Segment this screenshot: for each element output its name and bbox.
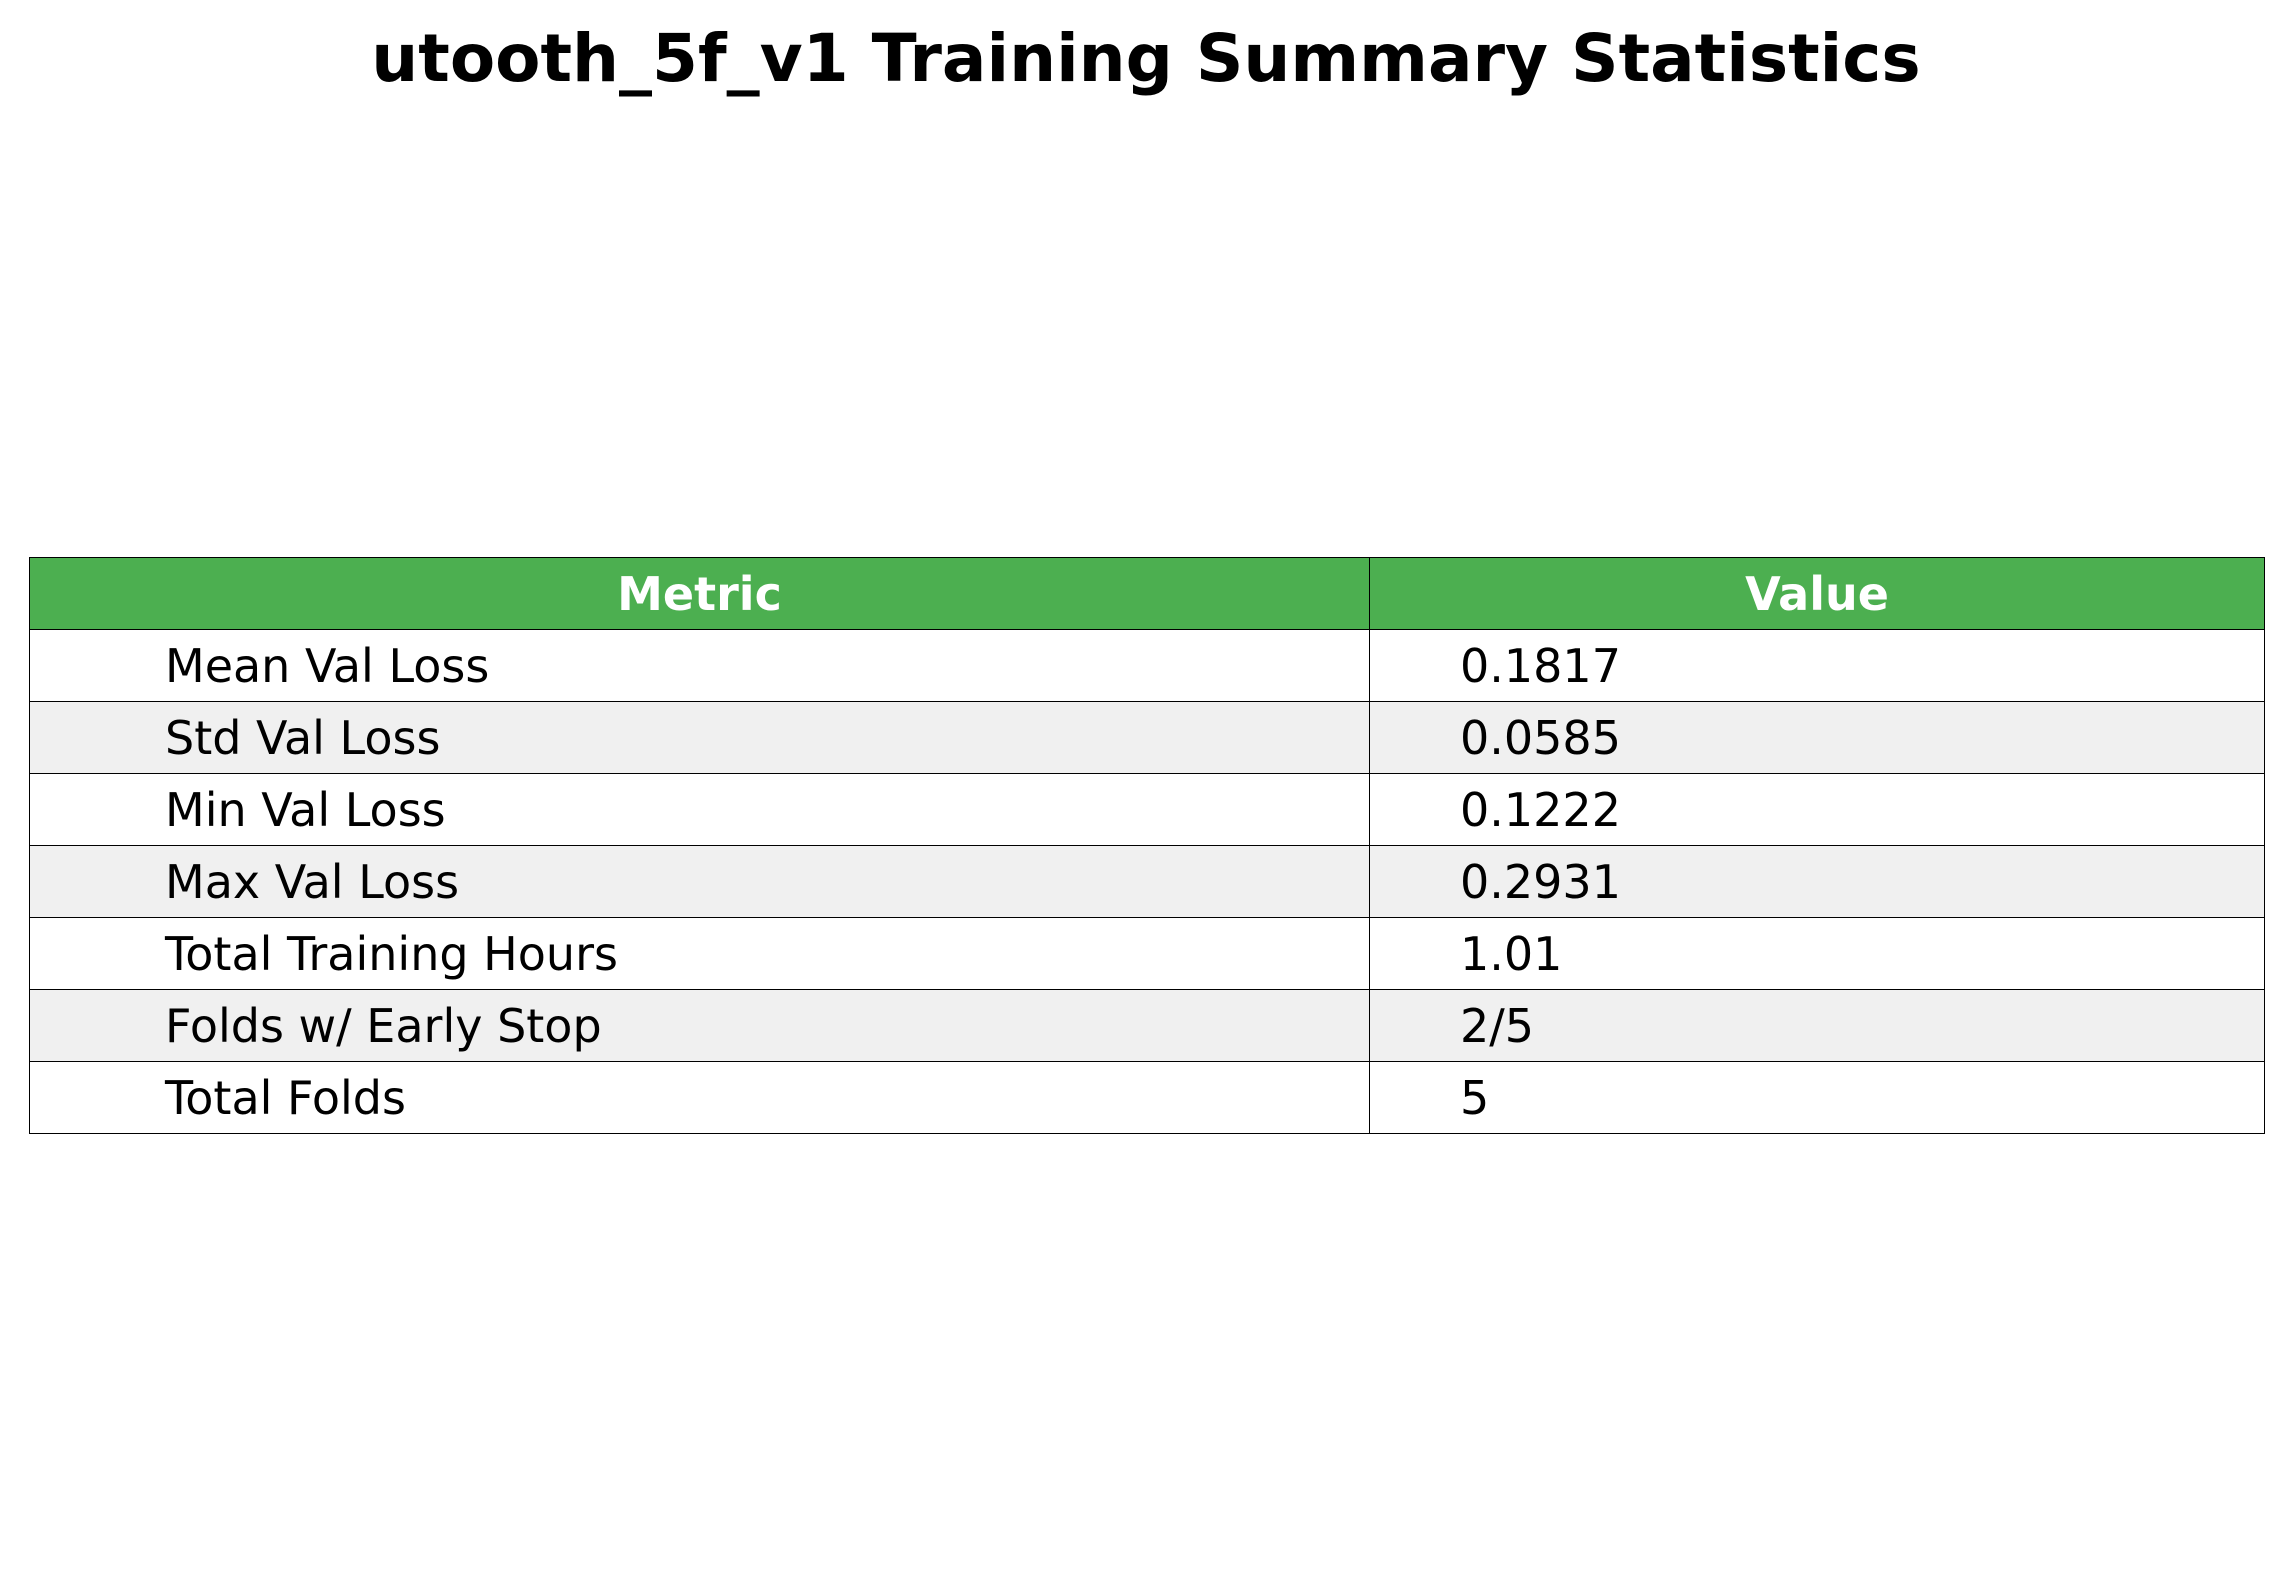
value-cell: 0.2931 xyxy=(1369,845,2265,918)
metric-cell: Mean Val Loss xyxy=(29,629,1370,702)
header-value: Value xyxy=(1369,557,2265,630)
value-cell: 1.01 xyxy=(1369,917,2265,990)
table-row: Min Val Loss 0.1222 xyxy=(29,773,2265,846)
metric-cell: Min Val Loss xyxy=(29,773,1370,846)
value-cell: 0.1817 xyxy=(1369,629,2265,702)
summary-table: Metric Value Mean Val Loss 0.1817 Std Val … xyxy=(29,557,2265,1134)
value-cell: 5 xyxy=(1369,1061,2265,1134)
table-header-row: Metric Value xyxy=(29,557,2265,630)
table-row: Max Val Loss 0.2931 xyxy=(29,845,2265,918)
table-row: Mean Val Loss 0.1817 xyxy=(29,629,2265,702)
summary-table-container: Metric Value Mean Val Loss 0.1817 Std Val … xyxy=(29,557,2265,1134)
table-row: Total Folds 5 xyxy=(29,1061,2265,1134)
value-cell: 2/5 xyxy=(1369,989,2265,1062)
table-body: Mean Val Loss 0.1817 Std Val Loss 0.0585 Min… xyxy=(29,629,2265,1134)
value-cell: 0.0585 xyxy=(1369,701,2265,774)
table-row: Folds w/ Early Stop 2/5 xyxy=(29,989,2265,1062)
metric-cell: Total Training Hours xyxy=(29,917,1370,990)
value-cell: 0.1222 xyxy=(1369,773,2265,846)
metric-cell: Folds w/ Early Stop xyxy=(29,989,1370,1062)
metric-cell: Std Val Loss xyxy=(29,701,1370,774)
header-metric: Metric xyxy=(29,557,1370,630)
table-row: Std Val Loss 0.0585 xyxy=(29,701,2265,774)
table-row: Total Training Hours 1.01 xyxy=(29,917,2265,990)
metric-cell: Total Folds xyxy=(29,1061,1370,1134)
metric-cell: Max Val Loss xyxy=(29,845,1370,918)
chart-title: utooth_5f_v1 Training Summary Statistics xyxy=(371,20,1921,97)
